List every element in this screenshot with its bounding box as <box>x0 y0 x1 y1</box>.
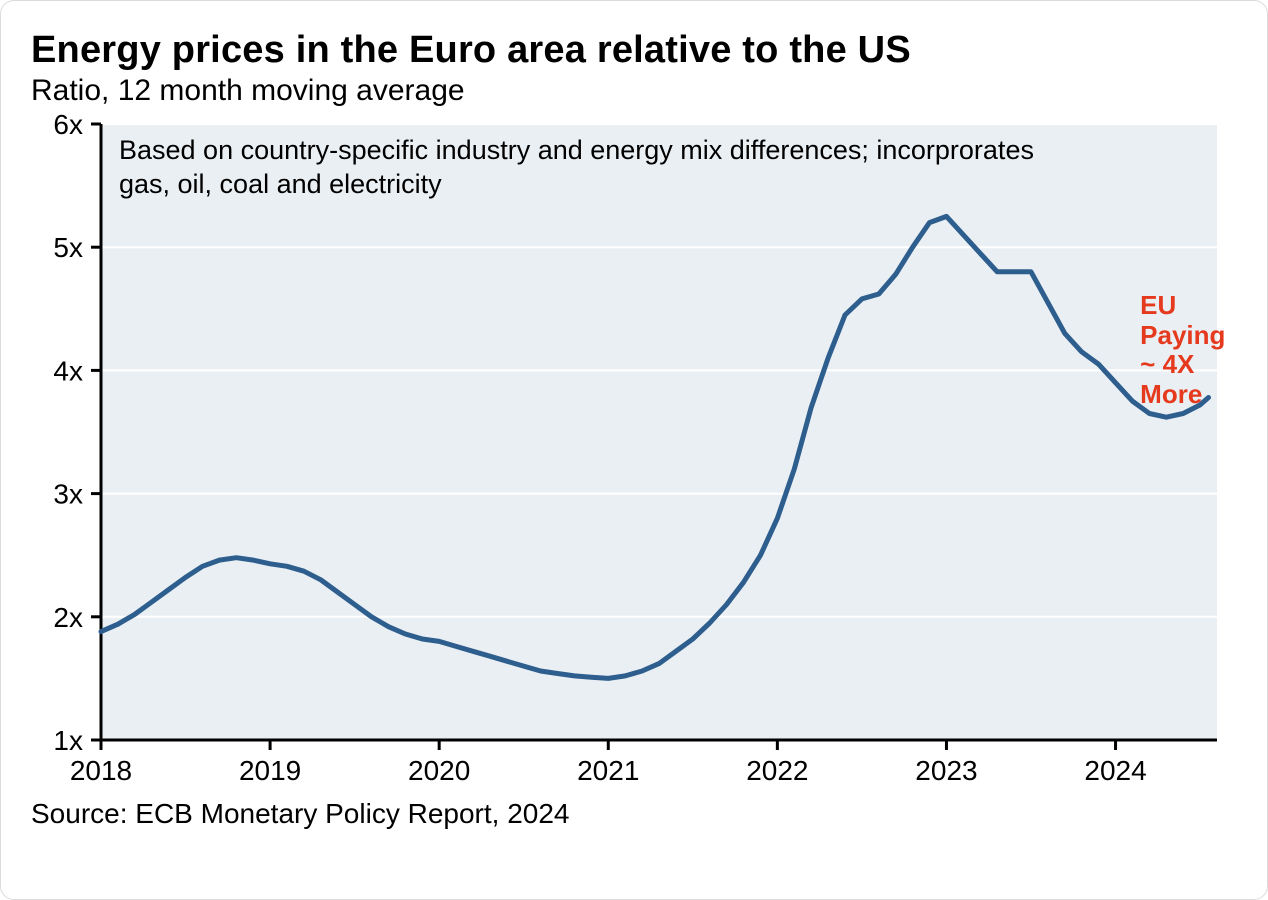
svg-text:4x: 4x <box>53 355 83 386</box>
chart-note: Based on country-specific industry and e… <box>119 134 1065 202</box>
svg-text:2023: 2023 <box>915 755 977 786</box>
svg-text:5x: 5x <box>53 232 83 263</box>
svg-text:2019: 2019 <box>239 755 301 786</box>
svg-text:1x: 1x <box>53 725 83 756</box>
annotation-line1: EU Paying <box>1140 291 1237 351</box>
source-text: Source: ECB Monetary Policy Report, 2024 <box>31 798 1237 830</box>
chart-subtitle: Ratio, 12 month moving average <box>31 74 1237 108</box>
chart-card: Energy prices in the Euro area relative … <box>0 0 1268 900</box>
svg-text:2018: 2018 <box>70 755 132 786</box>
annotation-line2: ~ 4X More <box>1140 350 1237 410</box>
svg-text:3x: 3x <box>53 479 83 510</box>
chart-title: Energy prices in the Euro area relative … <box>31 29 1237 72</box>
svg-text:2022: 2022 <box>746 755 808 786</box>
svg-text:2021: 2021 <box>577 755 639 786</box>
chart-area: 1x 2x 3x 4x 5x 6x 2018 2019 2020 2021 2022 2023 2024… <box>31 112 1237 792</box>
svg-text:2024: 2024 <box>1084 755 1146 786</box>
annotation-label: EU Paying ~ 4X More <box>1140 291 1237 411</box>
svg-text:2020: 2020 <box>408 755 470 786</box>
svg-text:2x: 2x <box>53 602 83 633</box>
line-chart-svg: 1x 2x 3x 4x 5x 6x 2018 2019 2020 2021 2022 2023 2024… <box>31 112 1237 792</box>
svg-text:6x: 6x <box>53 112 83 140</box>
